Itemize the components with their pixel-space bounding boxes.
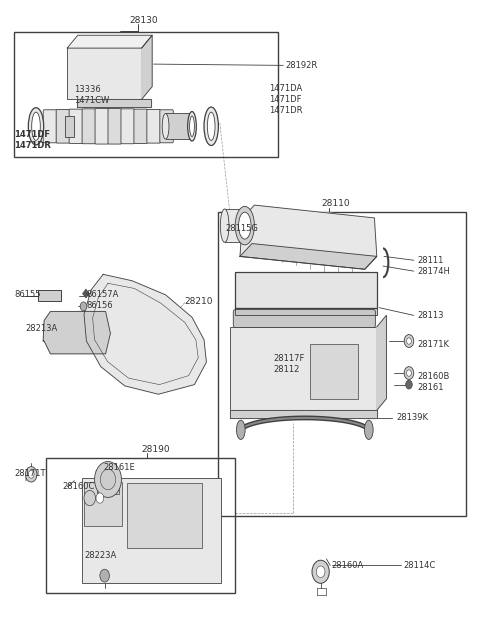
Text: 1471DF: 1471DF <box>14 130 50 139</box>
Ellipse shape <box>239 212 251 239</box>
Text: 28111: 28111 <box>418 256 444 265</box>
Ellipse shape <box>404 367 414 379</box>
Ellipse shape <box>32 112 40 140</box>
Polygon shape <box>230 410 377 418</box>
Polygon shape <box>77 99 151 107</box>
Bar <box>235 272 377 308</box>
Ellipse shape <box>190 116 194 137</box>
Bar <box>84 482 122 526</box>
Text: 28139K: 28139K <box>396 413 428 422</box>
Polygon shape <box>67 35 152 48</box>
Text: 28160A: 28160A <box>331 561 363 570</box>
Bar <box>97 479 119 494</box>
FancyBboxPatch shape <box>147 110 160 143</box>
Text: 13336: 13336 <box>74 85 101 94</box>
Text: 28110: 28110 <box>322 199 350 208</box>
Bar <box>310 344 358 399</box>
Polygon shape <box>377 315 386 410</box>
Text: 28160B: 28160B <box>418 372 450 381</box>
Bar <box>83 289 89 298</box>
Polygon shape <box>240 205 377 269</box>
Text: 28192R: 28192R <box>286 61 318 70</box>
Circle shape <box>316 566 325 578</box>
Ellipse shape <box>237 420 245 440</box>
Text: 1471CW: 1471CW <box>74 96 109 105</box>
Bar <box>166 113 192 139</box>
Ellipse shape <box>364 420 373 440</box>
Text: 86157A: 86157A <box>86 290 119 299</box>
Ellipse shape <box>28 108 44 145</box>
FancyBboxPatch shape <box>56 110 70 143</box>
FancyBboxPatch shape <box>82 109 96 144</box>
Circle shape <box>25 467 37 482</box>
Polygon shape <box>84 274 206 394</box>
Text: 86155: 86155 <box>14 290 41 299</box>
FancyBboxPatch shape <box>69 109 83 144</box>
Text: 28171K: 28171K <box>418 340 450 349</box>
Ellipse shape <box>407 370 411 376</box>
Ellipse shape <box>207 112 215 140</box>
Circle shape <box>96 493 104 503</box>
Text: 28112: 28112 <box>274 365 300 374</box>
Circle shape <box>312 560 329 583</box>
FancyBboxPatch shape <box>233 310 375 328</box>
Ellipse shape <box>404 335 414 347</box>
Ellipse shape <box>407 338 411 344</box>
FancyBboxPatch shape <box>121 109 134 144</box>
Circle shape <box>95 462 121 497</box>
Text: 28161E: 28161E <box>103 463 135 472</box>
Text: 28115G: 28115G <box>226 224 258 233</box>
Circle shape <box>100 469 116 490</box>
Polygon shape <box>235 308 377 315</box>
FancyBboxPatch shape <box>134 109 147 144</box>
FancyBboxPatch shape <box>95 108 108 144</box>
Text: 28114C: 28114C <box>403 561 435 570</box>
Text: 28160C: 28160C <box>62 482 95 491</box>
Polygon shape <box>43 312 110 354</box>
Text: 28117F: 28117F <box>274 354 305 363</box>
Bar <box>14 32 278 157</box>
FancyBboxPatch shape <box>160 110 173 143</box>
Ellipse shape <box>162 113 169 139</box>
Text: 28161: 28161 <box>418 383 444 392</box>
Circle shape <box>84 490 96 506</box>
Text: 28174H: 28174H <box>418 267 450 276</box>
Text: 86156: 86156 <box>86 301 113 310</box>
Bar <box>218 212 466 516</box>
Bar <box>38 290 61 301</box>
FancyBboxPatch shape <box>108 108 121 144</box>
Ellipse shape <box>220 209 229 242</box>
Circle shape <box>406 380 412 389</box>
Text: 28210: 28210 <box>185 297 213 306</box>
Ellipse shape <box>204 107 218 146</box>
Bar <box>225 209 246 242</box>
Text: 1471DR: 1471DR <box>14 141 51 150</box>
Text: 1471DF: 1471DF <box>269 95 301 104</box>
Bar <box>230 327 377 410</box>
Bar <box>67 48 142 99</box>
Text: 28190: 28190 <box>142 445 170 454</box>
Bar <box>46 458 235 593</box>
Bar <box>235 272 377 308</box>
Text: 28130: 28130 <box>130 16 158 25</box>
Text: 28223A: 28223A <box>84 551 116 560</box>
Ellipse shape <box>235 206 254 245</box>
Text: 1471DR: 1471DR <box>269 106 302 115</box>
Polygon shape <box>142 35 152 99</box>
Circle shape <box>28 470 34 478</box>
Bar <box>65 116 74 137</box>
Circle shape <box>100 569 109 582</box>
Bar <box>127 483 202 548</box>
Ellipse shape <box>188 112 196 141</box>
Circle shape <box>80 302 87 311</box>
FancyBboxPatch shape <box>43 110 57 143</box>
Text: 28171T: 28171T <box>14 469 46 478</box>
Text: 28113: 28113 <box>418 311 444 320</box>
Text: 28213A: 28213A <box>25 324 58 333</box>
Text: 1471DA: 1471DA <box>269 84 302 93</box>
Bar <box>82 478 221 583</box>
Polygon shape <box>240 244 377 269</box>
